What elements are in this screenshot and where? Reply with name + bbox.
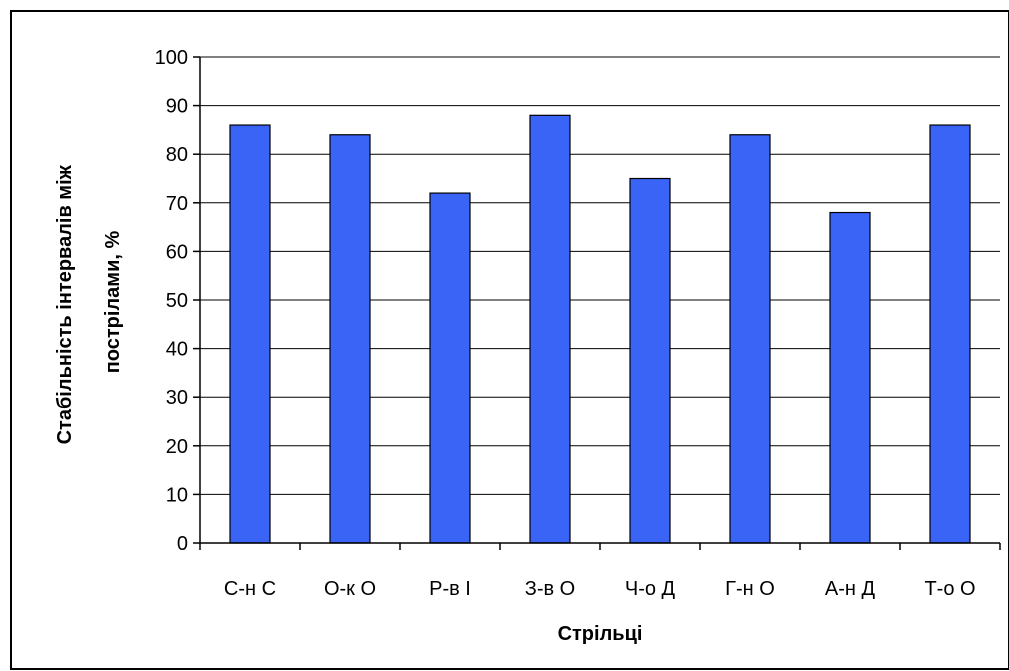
- x-tick-label: С-н С: [224, 578, 276, 600]
- y-tick-label: 60: [166, 241, 188, 263]
- y-axis-title-line-1: Стабільність інтервалів між: [54, 164, 76, 444]
- gridlines: [200, 56, 1000, 495]
- y-tick-label: 50: [166, 290, 188, 312]
- x-tick-label: Р-в І: [429, 578, 471, 600]
- y-tick-label: 20: [166, 436, 188, 458]
- x-tick-label: Ч-о Д: [625, 578, 676, 600]
- bars: [229, 114, 971, 544]
- y-axis-title-line-2: пострілами, %: [102, 231, 124, 374]
- y-tick-label: 100: [155, 47, 188, 69]
- x-axis-title: Стрільці: [558, 623, 643, 645]
- y-tick-label: 80: [166, 144, 188, 166]
- y-tick-label: 70: [166, 193, 188, 215]
- bar: [229, 124, 271, 544]
- y-tick-label: 30: [166, 387, 188, 409]
- y-ticks: 0 10 20 30 40 50 60 70 80 90 100: [155, 47, 200, 555]
- bar: [629, 177, 671, 544]
- bar: [929, 124, 971, 544]
- x-tick-label: А-н Д: [825, 578, 876, 600]
- bar: [329, 134, 371, 544]
- bar: [429, 192, 471, 544]
- x-tick-label: Т-о О: [924, 578, 975, 600]
- x-ticks: С-н С О-к О Р-в І З-в О Ч-о Д Г-н О А-н Д Т-о О: [199, 543, 1001, 600]
- x-tick-label: З-в О: [525, 578, 575, 600]
- y-axis-title: Стабільність інтервалів між пострілами, …: [54, 160, 124, 445]
- x-tick-label: Г-н О: [725, 578, 775, 600]
- x-tick-label: О-к О: [324, 578, 376, 600]
- y-tick-label: 10: [166, 484, 188, 506]
- y-tick-label: 90: [166, 96, 188, 118]
- bar: [729, 134, 771, 544]
- bar: [829, 211, 871, 544]
- y-tick-label: 0: [177, 533, 188, 555]
- bar: [529, 114, 571, 544]
- y-tick-label: 40: [166, 339, 188, 361]
